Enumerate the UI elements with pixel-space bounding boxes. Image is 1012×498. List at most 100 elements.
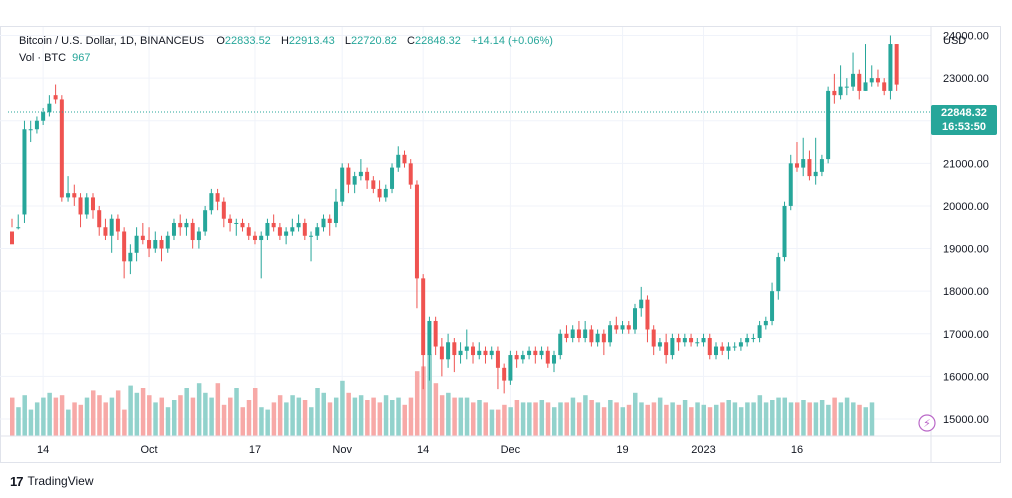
volume-bar: [620, 407, 626, 436]
candle-body: [570, 329, 575, 339]
candle-body: [545, 350, 550, 364]
volume-bar: [751, 402, 756, 436]
volume-bar: [315, 388, 320, 436]
close-value: 22848.32: [415, 35, 461, 47]
volume-bar: [396, 397, 401, 436]
candle-body: [290, 227, 295, 232]
x-tick-label: Dec: [501, 444, 521, 456]
volume-bar: [371, 397, 376, 436]
volume-bar: [84, 397, 90, 436]
event-marker-icon[interactable]: [918, 414, 936, 432]
candle-body: [844, 86, 849, 88]
volume-bar: [589, 400, 594, 436]
candle-body: [738, 342, 743, 347]
volume-bar: [265, 409, 270, 436]
candle-body: [66, 193, 71, 198]
volume-bar: [190, 397, 196, 436]
candle-body: [639, 299, 644, 309]
candle-body: [221, 201, 226, 219]
volume-bar: [10, 397, 15, 436]
branding-footer[interactable]: 17 TradingView: [10, 472, 94, 490]
candle-body: [271, 222, 276, 228]
volume-bar: [414, 371, 420, 436]
candle-body: [670, 338, 675, 356]
candle-body: [464, 346, 469, 351]
volume-bar: [433, 383, 439, 436]
candle-body: [589, 329, 594, 343]
volume-bar: [171, 400, 177, 436]
volume-bar: [178, 395, 183, 436]
candle-body: [171, 222, 176, 236]
candle-body: [390, 167, 395, 189]
candle-body: [776, 257, 781, 292]
y-tick-label: 18000.00: [943, 286, 989, 298]
high-value: 22913.43: [288, 35, 335, 47]
volume-bar: [209, 397, 214, 436]
volume-bar: [464, 397, 470, 436]
candle-body: [234, 222, 239, 224]
candle-body: [745, 338, 750, 343]
volume-bar: [321, 392, 326, 436]
candle-body: [875, 78, 880, 83]
candle-body: [315, 227, 320, 236]
volume-bar: [770, 400, 775, 436]
candle-body: [514, 355, 519, 360]
volume-bar: [271, 402, 277, 436]
candle-body: [552, 355, 557, 364]
volume-bar: [446, 392, 451, 436]
candle-body: [882, 82, 887, 91]
candle-body: [651, 329, 656, 347]
volume-bar: [352, 397, 358, 436]
candle-body: [489, 350, 494, 356]
candle-body: [72, 193, 77, 198]
candle-body: [583, 329, 588, 339]
volume-bar: [838, 402, 844, 436]
volume-bar: [720, 402, 725, 436]
volume-bar: [153, 402, 158, 436]
volume-value: 967: [72, 52, 91, 64]
currency-label: USD: [943, 35, 967, 47]
candle-body: [34, 120, 39, 130]
volume-bar: [583, 395, 588, 436]
candle-body: [894, 44, 899, 85]
volume-bar: [228, 397, 233, 436]
close-label: C: [407, 35, 415, 47]
volume-bar: [53, 397, 59, 436]
candle-body: [421, 278, 426, 356]
volume-bar: [514, 400, 520, 436]
volume-bar: [72, 402, 77, 436]
symbol-legend: Bitcoin / U.S. Dollar, 1D, BINANCEUS O22…: [19, 35, 553, 47]
candle-body: [863, 82, 868, 91]
volume-bar: [608, 400, 613, 436]
candle-body: [402, 154, 407, 164]
candle-body: [41, 112, 46, 121]
volume-bar: [689, 407, 694, 436]
volume-bar: [502, 404, 507, 436]
candle-body: [794, 163, 799, 168]
volume-bar: [676, 404, 682, 436]
x-tick-label: 17: [249, 444, 261, 456]
candle-body: [576, 329, 581, 339]
candle-body: [608, 325, 613, 343]
volume-bar: [545, 402, 551, 436]
x-tick-label: 14: [417, 444, 429, 456]
candle-body: [433, 320, 438, 347]
candle-body: [159, 240, 164, 249]
candle-body: [246, 227, 251, 236]
candle-body: [377, 188, 382, 198]
candle-body: [720, 346, 725, 351]
last-price-value: 22848.32: [941, 107, 987, 119]
candle-body: [757, 325, 762, 339]
y-tick-label: 19000.00: [943, 244, 989, 256]
open-value: 22833.52: [224, 35, 271, 47]
candle-body: [153, 240, 158, 249]
volume-bar: [651, 402, 657, 436]
volume-bar: [782, 397, 788, 436]
candle-body: [595, 333, 600, 343]
volume-bar: [745, 402, 750, 436]
candle-body: [259, 235, 264, 241]
candle-body: [140, 235, 145, 241]
candle-body: [857, 73, 862, 91]
volume-bar: [221, 404, 227, 436]
